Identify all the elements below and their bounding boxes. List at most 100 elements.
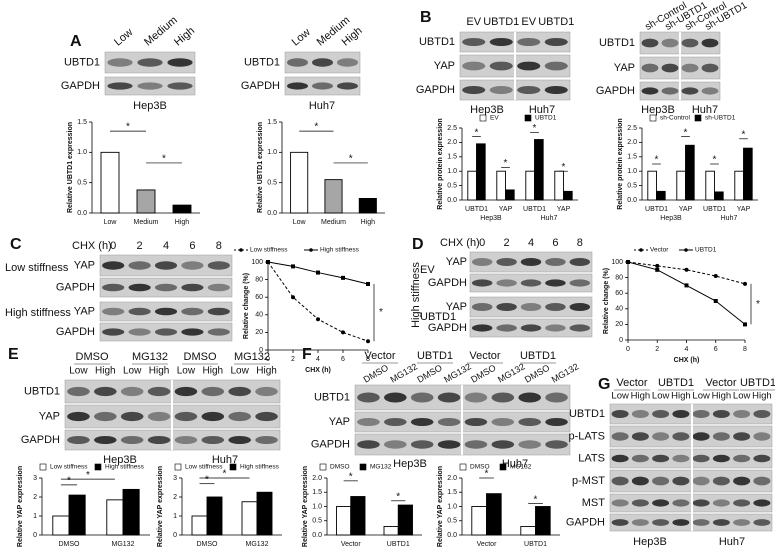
blot-band bbox=[174, 411, 198, 422]
blot-band bbox=[287, 58, 308, 67]
blot-band bbox=[692, 454, 710, 463]
lane-label: 4 bbox=[528, 237, 534, 249]
y-axis-label: Relative UBTD1 expression bbox=[257, 122, 264, 213]
x-tick-label: 4 bbox=[316, 356, 320, 363]
point bbox=[341, 330, 345, 335]
significance-label: * bbox=[655, 155, 659, 166]
panel-letter: B bbox=[420, 9, 432, 26]
cell-label: Huh7 bbox=[212, 454, 238, 466]
y-tick-label: 2.5 bbox=[627, 125, 637, 132]
cell-label: Hep3B bbox=[133, 100, 167, 112]
blot-band bbox=[147, 386, 171, 397]
row-label: UBTD1 bbox=[419, 36, 455, 48]
y-tick-label: 0.0 bbox=[447, 532, 457, 539]
y-tick-label: 1.0 bbox=[312, 503, 322, 510]
row-label: MST bbox=[582, 497, 606, 509]
blot-band bbox=[661, 87, 679, 95]
y-tick-label: 20 bbox=[615, 321, 623, 328]
row-label: YAP bbox=[446, 256, 467, 268]
blot-band bbox=[753, 410, 771, 418]
bar bbox=[705, 170, 715, 201]
y-axis-label: Relative change (%) bbox=[243, 273, 250, 339]
blot-band bbox=[437, 418, 461, 426]
blot-band bbox=[107, 82, 133, 90]
blot-band bbox=[120, 436, 144, 444]
blot-band bbox=[154, 328, 178, 336]
blot-band bbox=[672, 410, 690, 418]
cell-label: Huh7 bbox=[502, 458, 528, 470]
blot-band bbox=[147, 411, 171, 422]
y-tick-label: 100 bbox=[251, 259, 263, 266]
y-tick-label: 20 bbox=[255, 329, 263, 336]
group-label: Hep3B bbox=[480, 215, 502, 222]
blot-band bbox=[437, 392, 461, 403]
legend-label: sh-Control bbox=[660, 115, 691, 122]
legend-swatch bbox=[94, 463, 102, 471]
x-tick-label: 6 bbox=[714, 346, 718, 353]
treatment-label: Vector bbox=[705, 377, 737, 389]
bar bbox=[106, 499, 124, 536]
significance-label: * bbox=[349, 154, 353, 165]
x-tick-label: High bbox=[361, 219, 376, 226]
blot-band bbox=[154, 261, 178, 270]
row-label: UBTD1 bbox=[314, 391, 350, 403]
bar bbox=[554, 170, 564, 201]
blot-band bbox=[120, 386, 144, 397]
y-tick-label: 40 bbox=[615, 306, 623, 313]
x-tick-label: UBTD1 bbox=[465, 206, 488, 213]
blot-band bbox=[462, 86, 486, 94]
blot-band bbox=[681, 38, 699, 48]
blot-band bbox=[692, 519, 710, 526]
row-label: GAPDH bbox=[428, 322, 467, 334]
blot-band bbox=[94, 436, 117, 444]
y-tick-label: 0.5 bbox=[312, 518, 322, 525]
bar bbox=[520, 526, 536, 536]
y-axis-label: Relative UBTD1 expression bbox=[67, 122, 74, 213]
significance-label: * bbox=[314, 122, 318, 133]
blot-band bbox=[491, 392, 515, 403]
y-tick-label: 2.0 bbox=[447, 139, 457, 146]
lane-label: 4 bbox=[163, 240, 169, 252]
lane-label: High bbox=[256, 366, 277, 377]
bar bbox=[324, 179, 343, 214]
row-label: UBTD1 bbox=[569, 408, 605, 420]
y-tick-label: 0.5 bbox=[627, 182, 637, 189]
blot-band bbox=[692, 432, 710, 441]
blot-band bbox=[471, 279, 493, 287]
y-tick-label: 60 bbox=[615, 290, 623, 297]
blot-band bbox=[128, 283, 151, 292]
blot-band bbox=[692, 499, 710, 507]
blot-band bbox=[545, 324, 566, 332]
significance-label: * bbox=[86, 470, 90, 481]
lane-label: High bbox=[712, 391, 732, 402]
blot-band bbox=[672, 519, 690, 526]
x-tick-label: UBTD1 bbox=[703, 206, 726, 213]
blot-band bbox=[154, 307, 178, 316]
x-tick-label: 8 bbox=[366, 356, 370, 363]
blot-band bbox=[681, 87, 699, 95]
y-tick-label: 1.5 bbox=[77, 119, 87, 126]
y-tick-label: 1 bbox=[33, 513, 37, 520]
blot-band bbox=[496, 258, 517, 266]
x-axis-label: CHX (h) bbox=[305, 367, 331, 374]
y-tick-label: 80 bbox=[615, 274, 623, 281]
treatment-label: UBTD1 bbox=[658, 377, 694, 389]
lane-label: 6 bbox=[552, 237, 558, 249]
y-axis-label: Relative YAP expression bbox=[302, 466, 309, 547]
lane-label: 0 bbox=[479, 237, 485, 249]
significance-label: * bbox=[162, 154, 166, 165]
legend-label: High stiffness bbox=[320, 247, 360, 254]
blot-band bbox=[672, 454, 690, 463]
blot-band bbox=[491, 440, 515, 449]
row-label: GAPDH bbox=[56, 326, 95, 338]
x-tick-label: High bbox=[175, 219, 190, 226]
treatment-label: DMSO bbox=[76, 351, 109, 363]
row-label: YAP bbox=[434, 60, 455, 72]
x-tick-label: YAP bbox=[679, 206, 693, 213]
blot-band bbox=[94, 386, 117, 397]
y-tick-label: 3 bbox=[33, 475, 37, 482]
panel-letter: F bbox=[302, 346, 312, 363]
x-tick-label: Low bbox=[293, 219, 307, 226]
blot-band bbox=[733, 454, 751, 463]
blot-band bbox=[652, 499, 670, 507]
